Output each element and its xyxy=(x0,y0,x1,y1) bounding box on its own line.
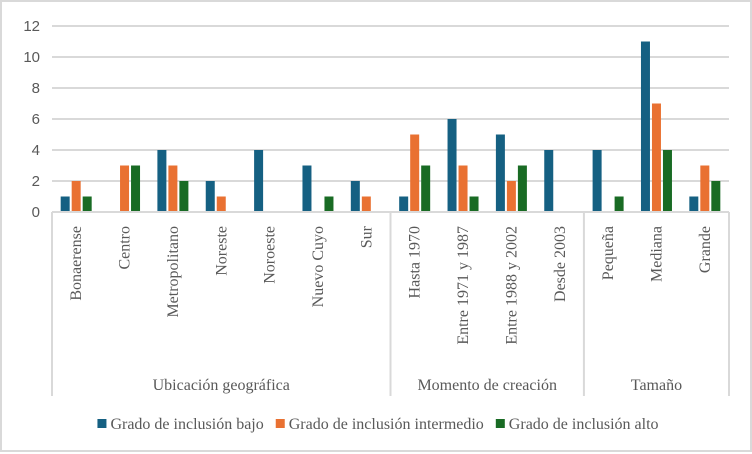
category-label: Metropolitano xyxy=(165,226,182,318)
gridlines xyxy=(52,25,729,182)
bar xyxy=(544,150,554,212)
legend-label: Grado de inclusión alto xyxy=(509,416,659,433)
category-label: Sur xyxy=(358,225,375,248)
bar xyxy=(447,119,457,212)
category-label: Bonaerense xyxy=(68,226,85,301)
bar xyxy=(506,181,516,212)
bar xyxy=(71,181,81,212)
bar xyxy=(662,150,672,212)
category-label: Noroeste xyxy=(262,226,279,284)
bar xyxy=(651,103,661,212)
category-labels: Bonaerense Centro Metropolitano Noreste Noro… xyxy=(68,225,714,344)
bar xyxy=(517,165,527,212)
y-tick-label: 6 xyxy=(32,111,40,128)
legend-item: Grado de inclusión alto xyxy=(495,416,659,433)
category-label: Entre 1971 y 1987 xyxy=(455,226,472,345)
category-label: Entre 1988 y 2002 xyxy=(503,226,520,345)
bar xyxy=(82,196,92,212)
group-label: Ubicación geográfica xyxy=(153,377,290,394)
y-axis-ticks: 0 2 4 6 8 10 12 xyxy=(23,18,40,221)
bar xyxy=(131,165,141,212)
bar xyxy=(302,165,312,212)
legend-swatch xyxy=(275,419,285,428)
bar xyxy=(254,150,264,212)
category-label: Centro xyxy=(117,226,134,270)
bar xyxy=(421,165,431,212)
bar xyxy=(216,196,226,212)
bar xyxy=(640,41,650,212)
bar xyxy=(469,196,479,212)
group-labels: Ubicación geográfica Momento de creación T… xyxy=(153,377,683,394)
y-tick-label: 8 xyxy=(32,80,40,97)
x-axis xyxy=(51,211,730,396)
legend-item: Grado de inclusión intermedio xyxy=(275,416,484,433)
bar xyxy=(458,165,468,212)
bar xyxy=(361,196,371,212)
category-label: Hasta 1970 xyxy=(407,226,424,298)
y-tick-label: 4 xyxy=(32,142,40,159)
bar xyxy=(350,181,360,212)
bar xyxy=(120,165,130,212)
category-label: Pequeña xyxy=(600,226,617,280)
bar xyxy=(205,181,215,212)
bar xyxy=(179,181,189,212)
bar xyxy=(157,150,167,212)
bars xyxy=(60,41,721,212)
bar xyxy=(399,196,409,212)
bar xyxy=(324,196,334,212)
y-tick-label: 2 xyxy=(32,173,40,190)
legend: Grado de inclusión bajo Grado de inclusió… xyxy=(97,416,659,433)
bar xyxy=(410,134,420,212)
y-tick-label: 12 xyxy=(23,18,40,35)
category-label: Nuevo Cuyo xyxy=(310,226,327,307)
legend-item: Grado de inclusión bajo xyxy=(97,416,264,433)
bar xyxy=(689,196,699,212)
bar xyxy=(700,165,710,212)
category-label: Noreste xyxy=(213,226,230,276)
bar xyxy=(168,165,178,212)
y-tick-label: 0 xyxy=(32,204,40,221)
group-label: Tamaño xyxy=(631,377,682,394)
category-label: Grande xyxy=(697,226,714,273)
bar xyxy=(592,150,602,212)
category-label: Mediana xyxy=(648,226,665,282)
legend-swatch xyxy=(97,419,107,428)
y-tick-label: 10 xyxy=(23,49,40,66)
legend-label: Grado de inclusión bajo xyxy=(110,416,263,433)
legend-swatch xyxy=(495,419,505,428)
bar xyxy=(495,134,505,212)
legend-label: Grado de inclusión intermedio xyxy=(289,416,484,433)
category-label: Desde 2003 xyxy=(552,226,569,302)
bar xyxy=(60,196,70,212)
group-label: Momento de creación xyxy=(417,377,557,394)
bar xyxy=(711,181,721,212)
bar xyxy=(614,196,624,212)
